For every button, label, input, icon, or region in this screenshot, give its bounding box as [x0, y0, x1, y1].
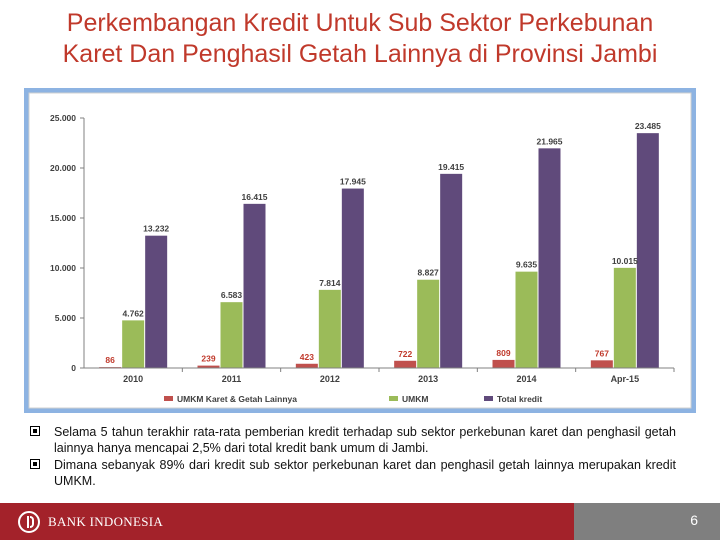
bi-emblem-icon: [18, 511, 40, 533]
data-label: 10.015: [612, 256, 638, 266]
data-label: 8.827: [418, 268, 440, 278]
bar: [122, 320, 145, 368]
plot-area: [84, 118, 674, 368]
bar: [220, 302, 243, 368]
data-label: 17.945: [340, 177, 366, 187]
bar: [440, 173, 463, 368]
bullet-item: Selama 5 tahun terakhir rata-rata pember…: [30, 424, 676, 456]
data-label: 4.762: [123, 308, 145, 318]
logo-text: BANK INDONESIA: [48, 514, 164, 529]
legend-label: Total kredit: [497, 394, 542, 404]
bar: [538, 148, 561, 368]
y-tick-label: 15.000: [50, 213, 76, 223]
y-tick-label: 10.000: [50, 263, 76, 273]
bar: [318, 289, 341, 368]
x-tick-label: 2011: [222, 374, 242, 384]
bar: [590, 360, 613, 368]
bar: [243, 203, 266, 368]
checkbox-bullet-icon: [30, 426, 40, 436]
bar: [341, 188, 364, 368]
y-tick-label: 0: [71, 363, 76, 373]
bullet-item: Dimana sebanyak 89% dari kredit sub sekt…: [30, 457, 676, 489]
legend-label: UMKM: [402, 394, 428, 404]
data-label: 239: [201, 354, 215, 364]
data-label: 23.485: [635, 121, 661, 131]
bar: [417, 279, 440, 368]
x-tick-label: 2012: [320, 374, 340, 384]
data-label: 7.814: [319, 278, 341, 288]
data-label: 86: [105, 355, 115, 365]
bar: [295, 363, 318, 368]
y-tick-label: 25.000: [50, 113, 76, 123]
data-label: 19.415: [438, 162, 464, 172]
bar-chart: 86 4.762 13.232 239 6.583 16.415 423 7.814 17.94…: [28, 92, 692, 409]
x-tick-label: 2014: [516, 374, 536, 384]
legend-swatch: [389, 396, 398, 401]
data-label: 13.232: [143, 224, 169, 234]
bar: [145, 235, 168, 368]
data-label: 21.965: [537, 136, 563, 146]
slide-title-line-2: Karet Dan Penghasil Getah Lainnya di Pro…: [62, 40, 658, 68]
legend-swatch: [484, 396, 493, 401]
data-label: 6.583: [221, 290, 243, 300]
chart-frame: 86 4.762 13.232 239 6.583 16.415 423 7.814 17.94…: [24, 88, 696, 413]
bar: [394, 360, 417, 368]
data-label: 423: [300, 352, 314, 362]
y-tick-label: 5.000: [55, 313, 77, 323]
data-label: 767: [595, 348, 609, 358]
data-label: 9.635: [516, 260, 538, 270]
x-tick-label: Apr-15: [611, 374, 640, 384]
bank-indonesia-logo: BANK INDONESIA: [18, 510, 163, 534]
legend-label: UMKM Karet & Getah Lainnya: [177, 394, 297, 404]
slide-title-line-1: Perkembangan Kredit Untuk Sub Sektor Per…: [66, 9, 654, 37]
footer-page-panel: 6: [574, 503, 720, 540]
bar: [613, 267, 636, 368]
checkbox-bullet-icon: [30, 459, 40, 469]
bar: [197, 365, 220, 368]
legend-swatch: [164, 396, 173, 401]
bullet-text: Selama 5 tahun terakhir rata-rata pember…: [54, 425, 676, 455]
x-tick-label: 2010: [123, 374, 143, 384]
bar: [636, 133, 659, 368]
bar: [492, 359, 515, 368]
bar: [515, 271, 538, 368]
data-label: 16.415: [242, 192, 268, 202]
y-tick-label: 20.000: [50, 163, 76, 173]
data-label: 722: [398, 349, 412, 359]
page-number: 6: [690, 512, 698, 528]
data-label: 809: [496, 348, 510, 358]
bullet-list: Selama 5 tahun terakhir rata-rata pember…: [30, 424, 676, 490]
footer-bar: BANK INDONESIA 6: [0, 503, 720, 540]
bullet-text: Dimana sebanyak 89% dari kredit sub sekt…: [54, 458, 676, 488]
x-tick-label: 2013: [418, 374, 438, 384]
slide-title: Perkembangan Kredit Untuk Sub Sektor Per…: [0, 8, 720, 70]
